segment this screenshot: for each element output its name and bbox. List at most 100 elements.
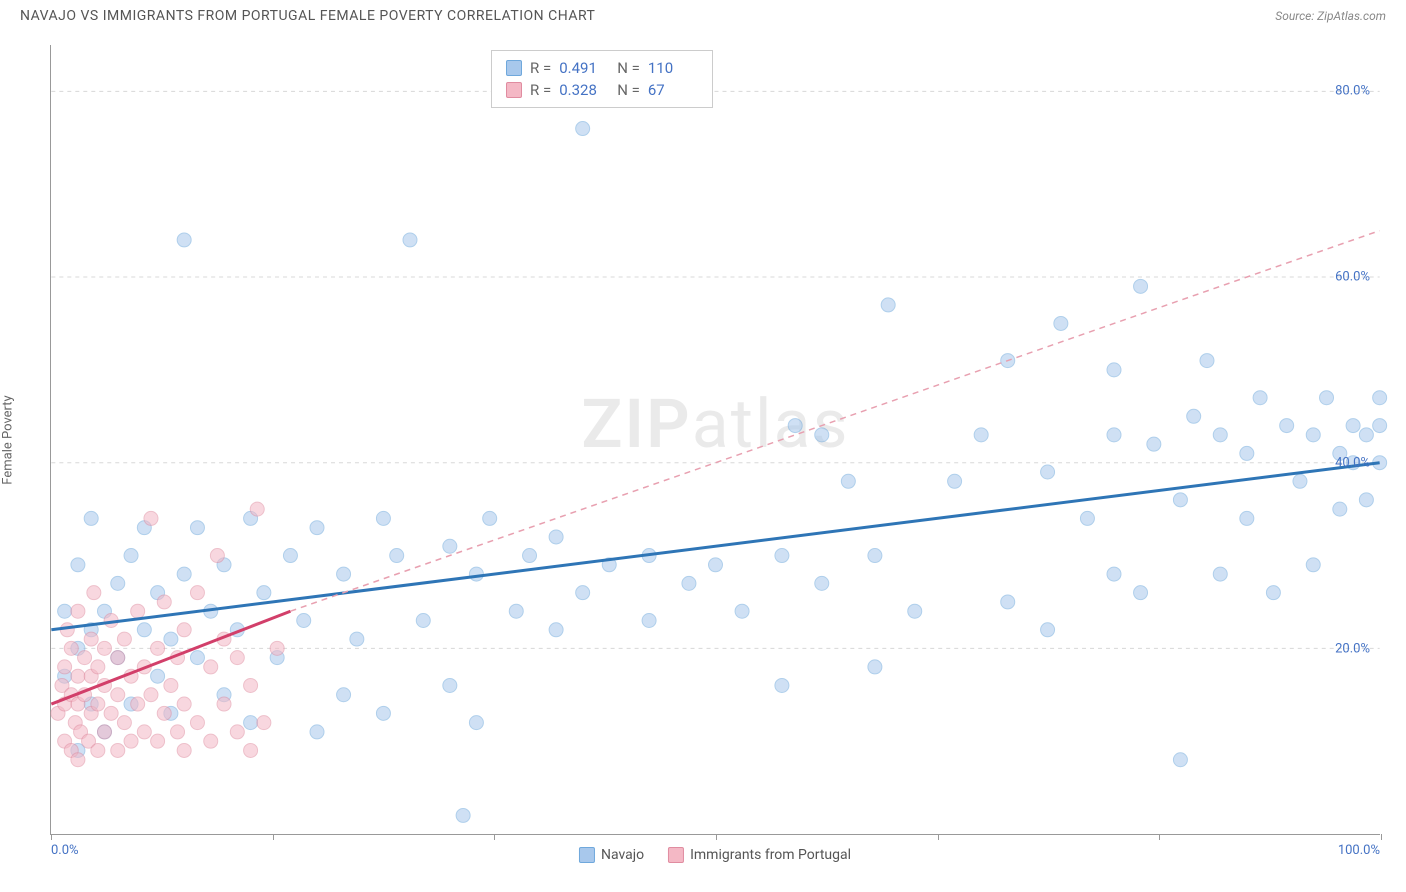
scatter-point	[390, 549, 404, 563]
scatter-point	[117, 632, 131, 646]
scatter-point	[1373, 391, 1387, 405]
scatter-point	[71, 669, 85, 683]
scatter-point	[815, 576, 829, 590]
scatter-point	[1054, 316, 1068, 330]
scatter-point	[1240, 446, 1254, 460]
n-label-2: N =	[617, 81, 640, 99]
scatter-point	[1213, 567, 1227, 581]
scatter-point	[775, 678, 789, 692]
scatter-point	[576, 586, 590, 600]
scatter-point	[58, 604, 72, 618]
y-axis-label: Female Poverty	[1, 395, 16, 484]
legend-label-portugal: Immigrants from Portugal	[690, 847, 851, 863]
scatter-point	[244, 716, 258, 730]
scatter-point	[1041, 465, 1055, 479]
scatter-point	[1293, 474, 1307, 488]
scatter-point	[124, 734, 138, 748]
scatter-point	[151, 669, 165, 683]
trend-line	[51, 463, 1379, 630]
swatch-blue-icon	[506, 60, 522, 76]
scatter-point	[1306, 558, 1320, 572]
scatter-point	[709, 558, 723, 572]
scatter-point	[117, 716, 131, 730]
scatter-point	[91, 743, 105, 757]
scatter-point	[177, 623, 191, 637]
scatter-point	[1333, 502, 1347, 516]
scatter-point	[190, 716, 204, 730]
scatter-point	[230, 651, 244, 665]
r-label-2: R =	[530, 81, 551, 99]
scatter-point	[71, 558, 85, 572]
swatch-blue-icon	[579, 847, 595, 863]
scatter-point	[137, 725, 151, 739]
scatter-point	[64, 641, 78, 655]
scatter-point	[868, 549, 882, 563]
scatter-point	[1187, 409, 1201, 423]
scatter-point	[87, 586, 101, 600]
scatter-point	[841, 474, 855, 488]
scatter-point	[190, 521, 204, 535]
scatter-point	[164, 678, 178, 692]
stats-row-navajo: R = 0.491 N = 110	[506, 57, 698, 79]
r-label: R =	[530, 59, 551, 77]
scatter-point	[270, 641, 284, 655]
scatter-point	[1359, 428, 1373, 442]
scatter-point	[104, 706, 118, 720]
y-tick-label: 20.0%	[1335, 642, 1370, 657]
scatter-point	[1001, 595, 1015, 609]
scatter-point	[1266, 586, 1280, 600]
scatter-point	[111, 576, 125, 590]
r-value-portugal: 0.328	[559, 81, 609, 99]
x-tick	[938, 834, 939, 840]
scatter-point	[1200, 354, 1214, 368]
chart-title: NAVAJO VS IMMIGRANTS FROM PORTUGAL FEMAL…	[20, 8, 595, 24]
legend-label-navajo: Navajo	[601, 847, 644, 863]
scatter-point	[71, 604, 85, 618]
scatter-point	[1280, 419, 1294, 433]
scatter-point	[483, 511, 497, 525]
scatter-point	[443, 539, 457, 553]
scatter-point	[881, 298, 895, 312]
stats-box: R = 0.491 N = 110 R = 0.328 N = 67	[491, 50, 713, 108]
scatter-point	[403, 233, 417, 247]
scatter-point	[144, 688, 158, 702]
scatter-point	[190, 586, 204, 600]
x-tick	[273, 834, 274, 840]
scatter-point	[97, 641, 111, 655]
scatter-point	[1346, 419, 1360, 433]
scatter-point	[1373, 419, 1387, 433]
scatter-point	[549, 623, 563, 637]
scatter-point	[177, 567, 191, 581]
scatter-point	[682, 576, 696, 590]
scatter-point	[171, 725, 185, 739]
scatter-point	[144, 511, 158, 525]
trend-line-dashed	[290, 231, 1379, 612]
scatter-point	[775, 549, 789, 563]
x-tick	[494, 834, 495, 840]
scatter-point	[1107, 363, 1121, 377]
n-value-navajo: 110	[648, 59, 698, 77]
scatter-point	[58, 660, 72, 674]
x-tick	[1159, 834, 1160, 840]
scatter-point	[443, 678, 457, 692]
scatter-point	[91, 660, 105, 674]
scatter-point	[190, 651, 204, 665]
n-label: N =	[617, 59, 640, 77]
scatter-point	[1173, 753, 1187, 767]
scatter-point	[948, 474, 962, 488]
y-tick-label: 40.0%	[1335, 456, 1370, 471]
scatter-point	[84, 511, 98, 525]
plot-svg	[51, 45, 1380, 834]
scatter-point	[71, 753, 85, 767]
stats-row-portugal: R = 0.328 N = 67	[506, 79, 698, 101]
r-value-navajo: 0.491	[559, 59, 609, 77]
scatter-point	[1041, 623, 1055, 637]
scatter-point	[204, 660, 218, 674]
y-tick-label: 80.0%	[1335, 84, 1370, 99]
scatter-point	[376, 706, 390, 720]
scatter-point	[1306, 428, 1320, 442]
scatter-point	[549, 530, 563, 544]
scatter-point	[1134, 279, 1148, 293]
scatter-point	[1147, 437, 1161, 451]
scatter-point	[78, 651, 92, 665]
